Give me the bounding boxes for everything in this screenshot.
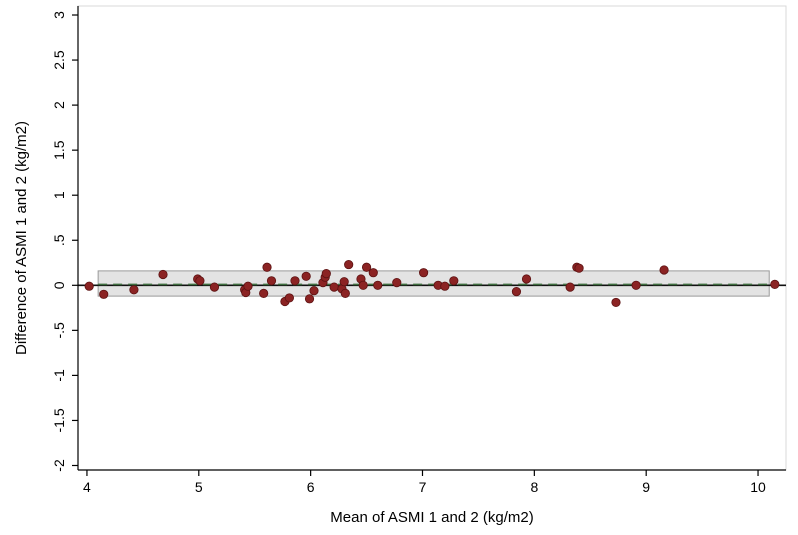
reference-lines-layer [78,283,786,287]
data-point [290,276,300,286]
data-point [339,277,349,287]
data-point [344,259,354,270]
data-point [511,287,522,297]
x-axis-title: Mean of ASMI 1 and 2 (kg/m2) [330,509,533,526]
data-point [770,279,780,289]
data-point [284,293,294,303]
y-tick-label-group: -1.5 [51,408,67,432]
y-tick-label-group: 3 [51,11,67,19]
data-point [243,281,253,291]
y-tick-label: .5 [51,234,67,246]
data-point [129,285,139,295]
data-point [158,269,168,280]
data-point [521,274,532,284]
data-point [340,288,350,299]
data-point [565,282,575,292]
y-axis-title: Difference of ASMI 1 and 2 (kg/m2) [13,121,30,355]
data-point [449,276,459,286]
x-tick-label: 10 [750,479,766,495]
data-point [84,281,94,291]
y-tick-label-group: .5 [51,234,67,246]
data-point [358,280,368,290]
data-point [259,288,269,299]
y-tick-label: -.5 [51,322,67,339]
y-tick-label: -1.5 [51,408,67,432]
data-point [301,271,311,281]
data-points-layer [84,259,780,308]
y-tick-label: 2.5 [51,50,67,70]
y-tick-label: 3 [51,11,67,19]
data-point [368,268,378,278]
data-point [361,262,372,272]
y-tick-label: 1.5 [51,140,67,160]
y-tick-label-group: 2.5 [51,50,67,70]
data-point [99,289,109,299]
data-point [574,263,584,273]
y-tick-label-group: 1 [51,191,67,199]
limits-of-agreement-band [97,270,770,297]
data-point [266,276,277,286]
limits-of-agreement-layer [97,270,770,297]
y-tick-label-group: -2 [51,459,67,472]
y-tick-label-group: 1.5 [51,140,67,160]
y-tick-label-group: 0 [51,281,67,289]
y-tick-label-group: 2 [51,101,67,109]
y-tick-label: 0 [51,281,67,289]
x-tick-label: 6 [307,479,315,495]
data-point [329,282,339,292]
y-tick-label: 1 [51,191,67,199]
y-tick-label: -1 [51,369,67,382]
x-tick-label: 8 [530,479,538,495]
data-point [309,286,319,296]
data-point [659,265,669,275]
data-point [209,282,220,292]
y-tick-label: 2 [51,101,67,109]
data-point [419,268,429,278]
data-point [262,262,272,272]
data-point [631,280,641,290]
data-point [321,268,331,279]
x-axis: 4 5 6 7 8 9 10 [78,469,786,495]
data-point [440,281,450,291]
data-point [304,294,315,304]
x-tick-label: 7 [419,479,427,495]
data-point [392,277,402,288]
y-tick-label-group: -1 [51,369,67,382]
x-tick-label: 5 [195,479,203,495]
data-point [195,276,205,286]
y-tick-label: -2 [51,459,67,472]
x-tick-label: 4 [83,479,91,495]
x-tick-label: 9 [642,479,650,495]
data-point [373,280,383,290]
y-axis: 32.521.51.50-.5-1-1.5-2 [51,6,79,472]
y-tick-label-group: -.5 [51,322,67,339]
data-point [611,297,621,308]
